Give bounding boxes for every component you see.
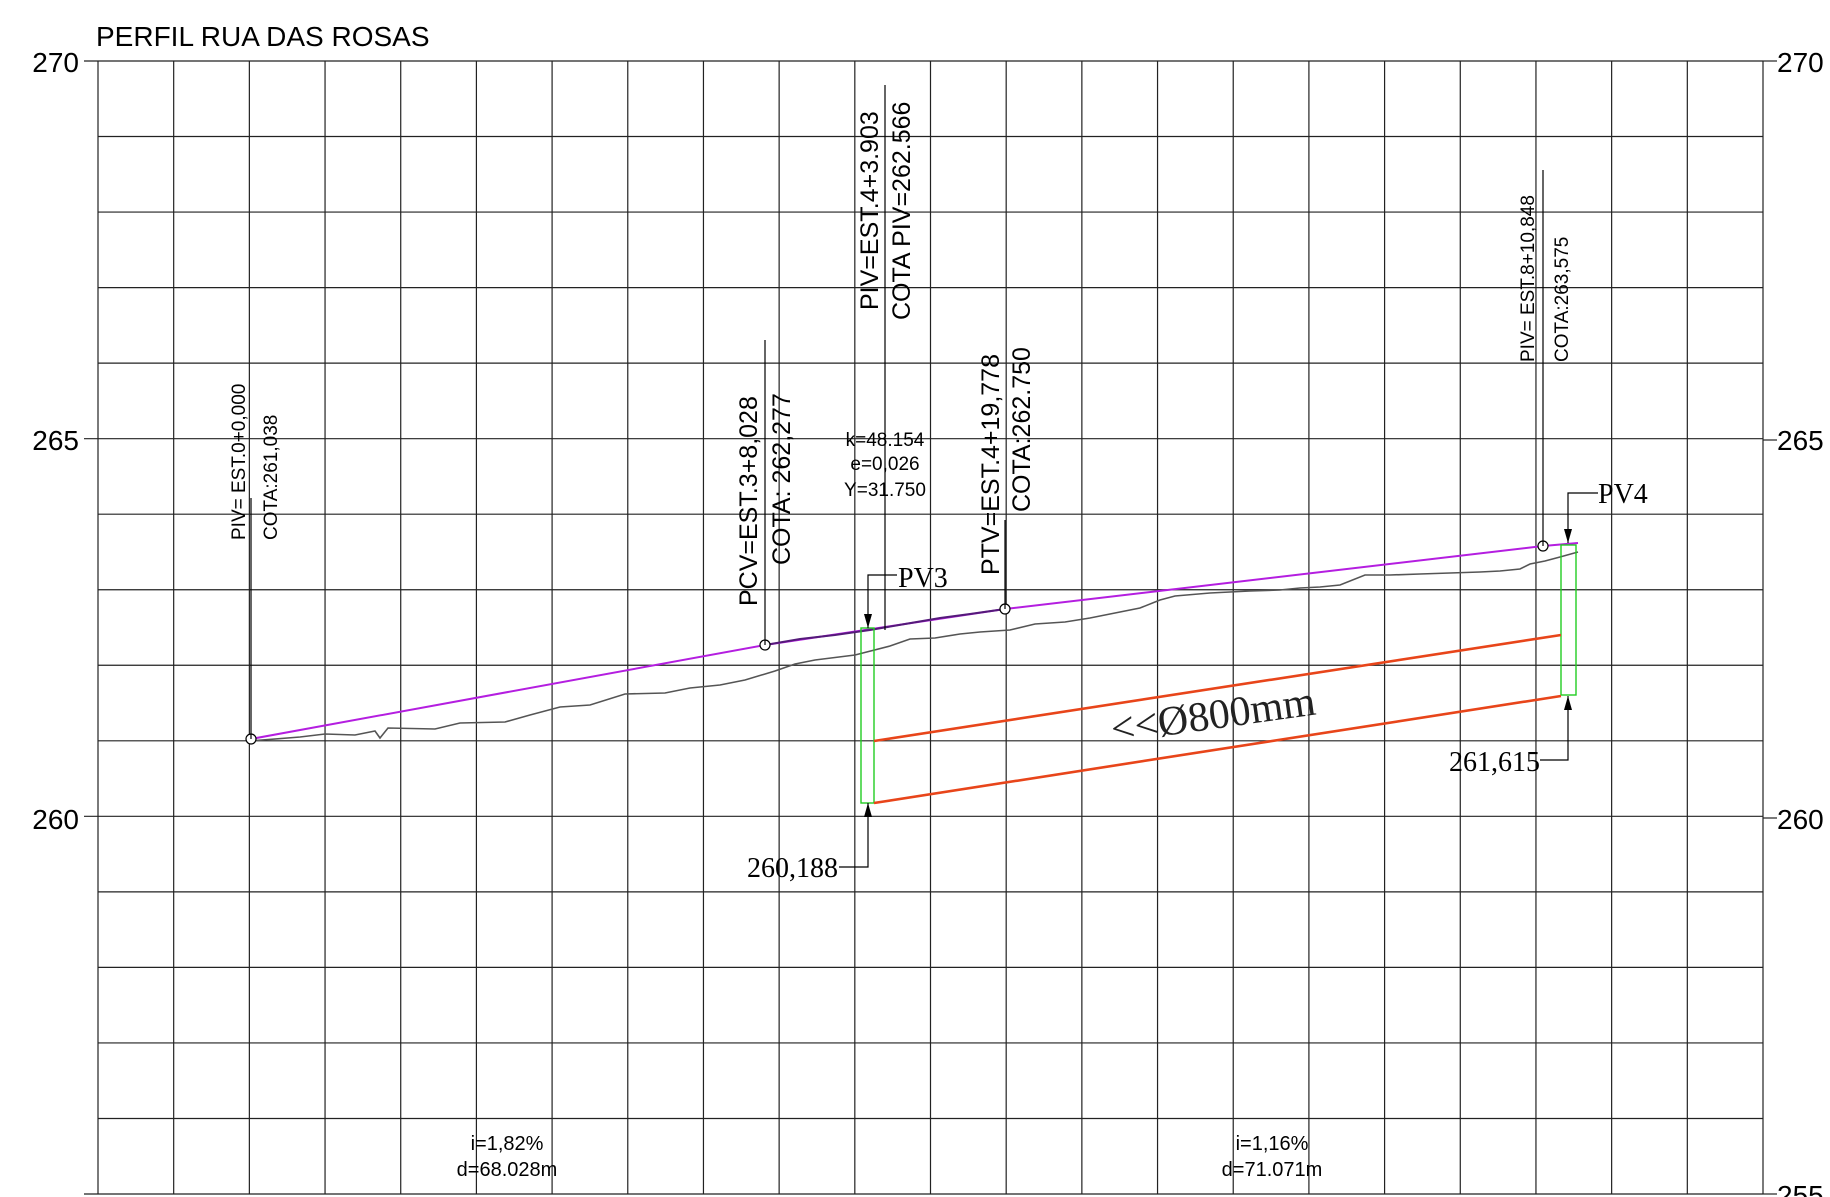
elevation-label-260-left: 260 [32,804,79,835]
vertical-curve [764,608,1006,646]
elevation-label-265-left: 265 [32,425,79,456]
elevation-label-255-right: 255 [1777,1180,1824,1197]
curve-k-value: k=48.154 [846,430,925,451]
slope-1-distance: d=68.028m [457,1159,558,1181]
invert-elevation-start: 260,188 [747,853,838,884]
piv3-station: PIV= EST.8+10,848 [1518,195,1539,362]
pipe-crown-line [873,633,1562,743]
slope-2-grade: i=1,16% [1236,1133,1309,1155]
well-label-pv4: PV4 [1598,479,1648,510]
terrain-profile-line [249,551,1579,742]
well-pv4 [1560,544,1577,696]
well-pv3 [860,627,875,804]
piv3-elevation: COTA:263,575 [1552,237,1573,362]
elevation-label-270-right: 270 [1777,47,1824,78]
piv2-station: PIV=EST.4+3.903 [856,111,884,310]
ptv-station: PTV=EST.4+19,778 [977,354,1005,575]
piv1-station: PIV= EST.0+0,000 [229,384,250,540]
profile-grid [84,60,1764,1195]
curve-e-value: e=0,026 [850,454,919,475]
slope-1-grade: i=1,82% [471,1133,544,1155]
pcv-elevation: COTA: 262,277 [768,393,796,565]
well-label-pv3: PV3 [898,563,948,594]
piv2-elevation: COTA PIV=262.566 [888,102,916,320]
profile-title: PERFIL RUA DAS ROSAS [96,21,430,52]
slope-2-distance: d=71.071m [1222,1159,1323,1181]
elevation-label-270-left: 270 [32,47,79,78]
pipe-invert-line [873,694,1562,805]
ptv-elevation: COTA:262.750 [1008,347,1036,512]
elevation-label-265-right: 265 [1777,425,1824,456]
curve-y-value: Y=31.750 [844,480,926,501]
elevation-label-260-right: 260 [1777,804,1824,835]
invert-elevation-end: 261,615 [1449,747,1540,778]
pcv-station: PCV=EST.3+8,028 [735,396,763,606]
piv1-elevation: COTA:261,038 [261,415,282,540]
